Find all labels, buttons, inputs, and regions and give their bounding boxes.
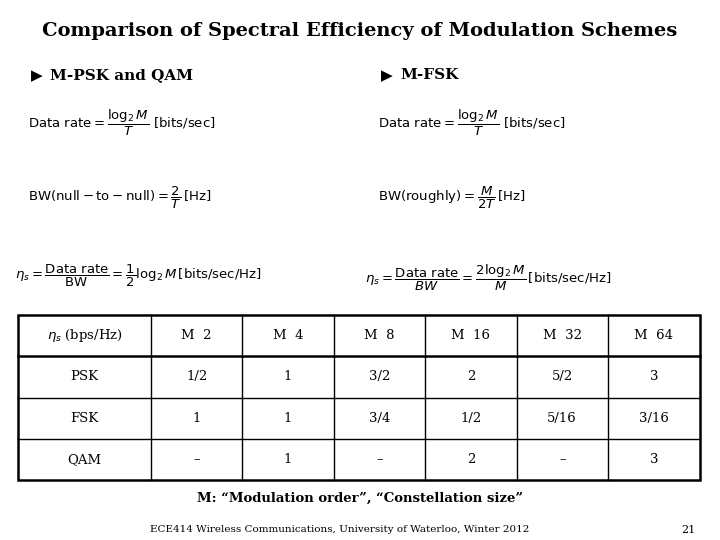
Text: 5/16: 5/16 <box>547 411 577 424</box>
Text: M  16: M 16 <box>451 329 490 342</box>
Text: 5/2: 5/2 <box>552 370 573 383</box>
Text: 21: 21 <box>680 525 695 535</box>
Text: M-PSK and QAM: M-PSK and QAM <box>50 68 193 82</box>
Text: M  32: M 32 <box>543 329 582 342</box>
Text: PSK: PSK <box>71 370 99 383</box>
Text: 1: 1 <box>284 370 292 383</box>
Text: 2: 2 <box>467 453 475 466</box>
Text: M  8: M 8 <box>364 329 395 342</box>
Text: $\mathrm{Data\ rate} = \dfrac{\log_2 M}{T}\ [\mathrm{bits/sec}]$: $\mathrm{Data\ rate} = \dfrac{\log_2 M}{… <box>378 108 565 138</box>
Text: ECE414 Wireless Communications, University of Waterloo, Winter 2012: ECE414 Wireless Communications, Universi… <box>150 525 530 534</box>
Text: 3: 3 <box>649 453 658 466</box>
Text: 1/2: 1/2 <box>460 411 482 424</box>
Text: –: – <box>194 453 200 466</box>
Text: M: “Modulation order”, “Constellation size”: M: “Modulation order”, “Constellation si… <box>197 492 523 505</box>
Text: QAM: QAM <box>68 453 102 466</box>
Text: 3: 3 <box>649 370 658 383</box>
Text: M  64: M 64 <box>634 329 673 342</box>
Text: Comparison of Spectral Efficiency of Modulation Schemes: Comparison of Spectral Efficiency of Mod… <box>42 22 678 40</box>
Text: 1: 1 <box>192 411 201 424</box>
Text: M-FSK: M-FSK <box>400 68 459 82</box>
Bar <box>18 315 700 480</box>
Text: 1/2: 1/2 <box>186 370 207 383</box>
Text: M  4: M 4 <box>273 329 303 342</box>
Text: M  2: M 2 <box>181 329 212 342</box>
Text: $\mathrm{BW(null}-\mathrm{to}-\mathrm{null)} = \dfrac{2}{T}\,[\mathrm{Hz}]$: $\mathrm{BW(null}-\mathrm{to}-\mathrm{nu… <box>28 185 212 211</box>
Text: FSK: FSK <box>71 411 99 424</box>
Text: –: – <box>559 453 565 466</box>
Text: $\eta_s = \dfrac{\mathrm{Data\ rate}}{\mathit{BW}} = \dfrac{2\log_2 M}{M}\,[\mat: $\eta_s = \dfrac{\mathrm{Data\ rate}}{\m… <box>365 263 611 293</box>
Text: –: – <box>376 453 383 466</box>
Text: 1: 1 <box>284 411 292 424</box>
Text: 3/16: 3/16 <box>639 411 669 424</box>
Text: 3/2: 3/2 <box>369 370 390 383</box>
Text: 2: 2 <box>467 370 475 383</box>
Text: $\blacktriangleright$: $\blacktriangleright$ <box>378 68 395 84</box>
Text: $\mathrm{BW(roughly)} = \dfrac{M}{2T}\,[\mathrm{Hz}]$: $\mathrm{BW(roughly)} = \dfrac{M}{2T}\,[… <box>378 185 526 211</box>
Text: 1: 1 <box>284 453 292 466</box>
Text: $\blacktriangleright$: $\blacktriangleright$ <box>28 68 45 84</box>
Text: 3/4: 3/4 <box>369 411 390 424</box>
Text: $\eta_s$ (bps/Hz): $\eta_s$ (bps/Hz) <box>47 327 122 344</box>
Text: $\mathrm{Data\ rate} = \dfrac{\log_2 M}{T}\ [\mathrm{bits/sec}]$: $\mathrm{Data\ rate} = \dfrac{\log_2 M}{… <box>28 108 215 138</box>
Text: $\eta_s = \dfrac{\mathrm{Data\ rate}}{\mathrm{BW}} = \dfrac{1}{2}\log_2 M\,[\mat: $\eta_s = \dfrac{\mathrm{Data\ rate}}{\m… <box>15 263 261 289</box>
